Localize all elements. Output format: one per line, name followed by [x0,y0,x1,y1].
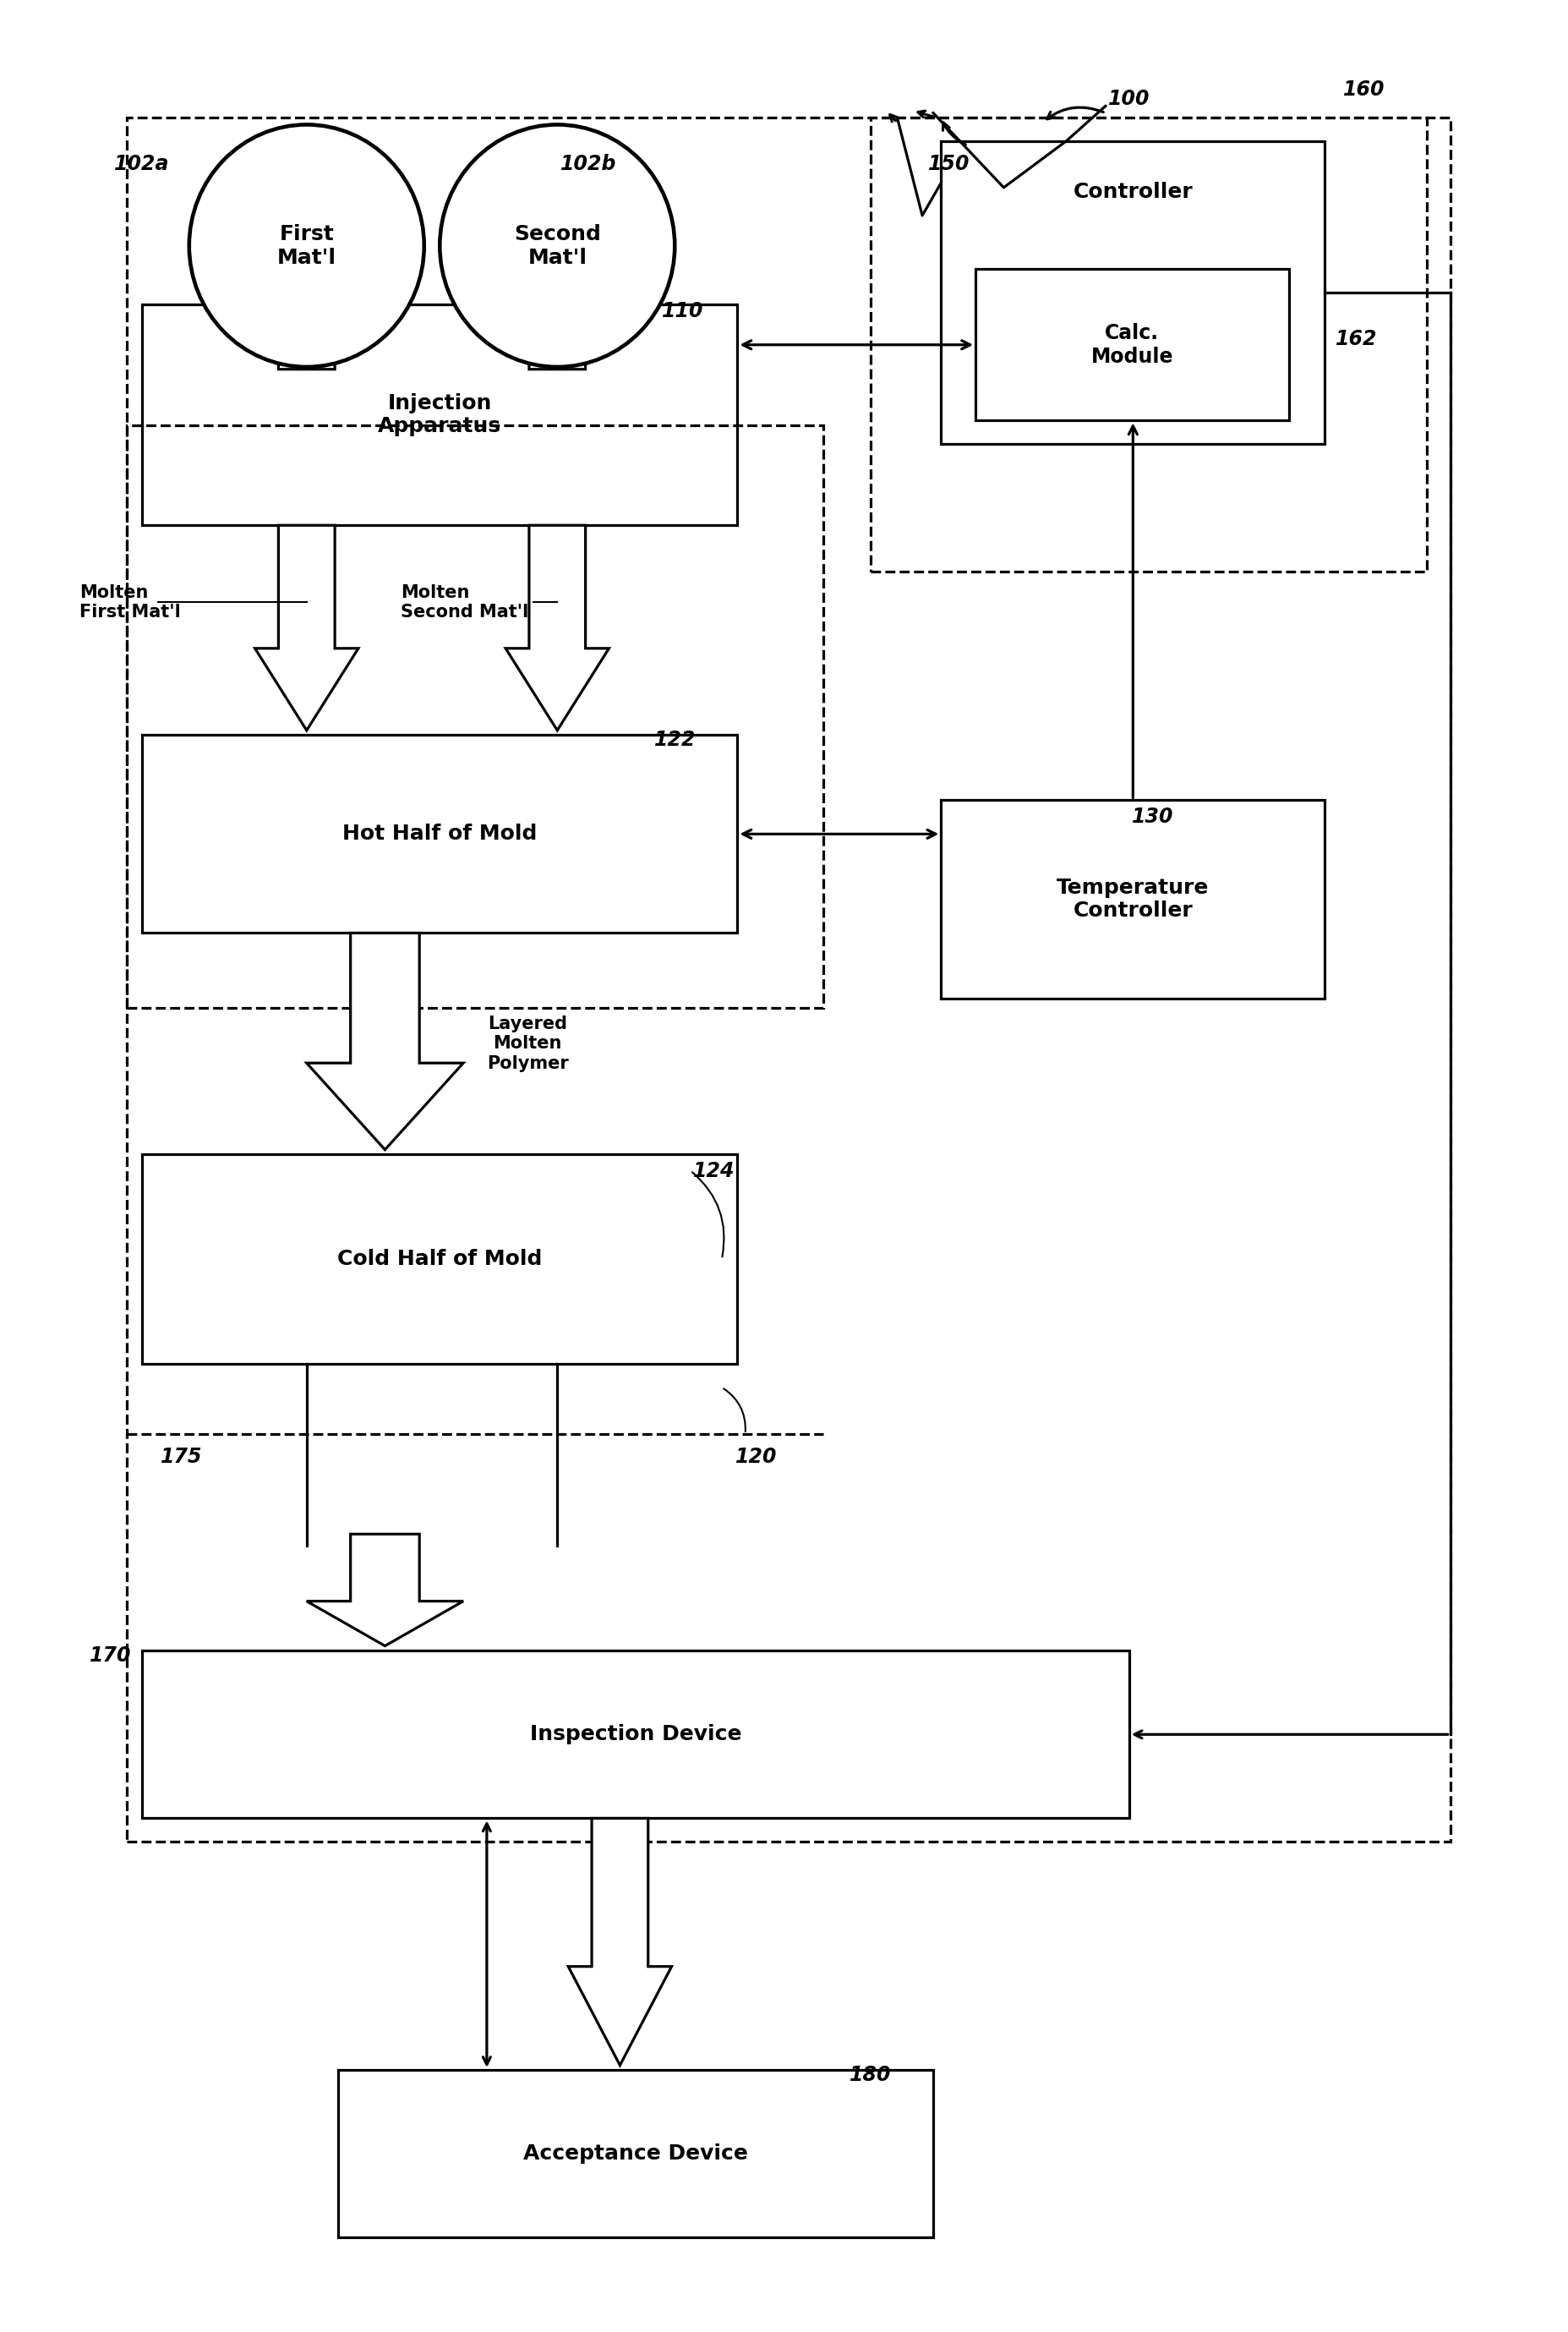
Polygon shape [260,301,353,368]
Text: 150: 150 [928,154,969,175]
Text: Molten
Second Mat'l: Molten Second Mat'l [400,583,528,620]
Text: First
Mat'l: First Mat'l [278,224,336,268]
Bar [941,800,1323,998]
Polygon shape [306,1534,463,1646]
Text: 170: 170 [89,1644,132,1665]
Text: Acceptance Device: Acceptance Device [524,2143,748,2164]
Ellipse shape [190,124,423,366]
Text: Temperature
Controller: Temperature Controller [1057,877,1209,921]
Bar [127,424,823,1007]
Text: 175: 175 [160,1448,202,1467]
Ellipse shape [439,124,674,366]
Text: Inspection Device: Inspection Device [530,1723,742,1744]
Text: 100: 100 [1107,89,1149,110]
Bar [143,735,737,933]
Text: Molten
First Mat'l: Molten First Mat'l [80,583,180,620]
Text: 180: 180 [850,2064,891,2085]
Text: 102a: 102a [114,154,169,175]
Text: Controller: Controller [1073,182,1192,203]
Text: 102b: 102b [560,154,616,175]
Polygon shape [505,525,608,730]
Text: Layered
Molten
Polymer: Layered Molten Polymer [486,1017,568,1073]
Text: Hot Half of Mold: Hot Half of Mold [342,823,536,844]
Polygon shape [510,301,604,368]
Text: 130: 130 [1131,807,1173,828]
Bar [975,268,1289,420]
Text: 110: 110 [662,301,702,322]
Polygon shape [568,1819,671,2066]
Text: Second
Mat'l: Second Mat'l [514,224,601,268]
Text: 162: 162 [1334,329,1377,350]
Bar [143,1651,1129,1819]
Text: 122: 122 [654,730,695,751]
Bar [143,1154,737,1364]
Text: Cold Half of Mold: Cold Half of Mold [337,1250,543,1269]
Polygon shape [306,933,463,1150]
Text: 124: 124 [693,1161,734,1180]
Bar [941,140,1323,443]
Text: Calc.
Module: Calc. Module [1090,322,1173,366]
Text: 160: 160 [1342,79,1385,100]
Bar [143,303,737,525]
Text: 120: 120 [735,1448,776,1467]
Bar [127,117,1449,1842]
Text: Injection
Apparatus: Injection Apparatus [378,392,502,436]
Bar [870,117,1425,571]
Polygon shape [256,525,358,730]
Bar [337,2071,933,2239]
